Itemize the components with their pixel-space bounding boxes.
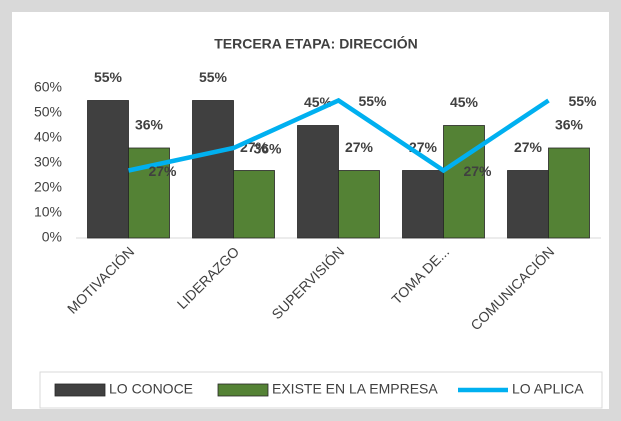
value-label: 55% xyxy=(568,93,597,109)
line xyxy=(128,97,550,174)
legend-frame xyxy=(39,371,603,409)
value-label: 36% xyxy=(135,117,164,133)
bar xyxy=(192,100,234,239)
value-label: 27% xyxy=(345,139,374,155)
legend-label: LO APLICA xyxy=(512,381,584,397)
y-tick-label: 40% xyxy=(34,129,62,145)
bar xyxy=(338,170,380,239)
value-label: 36% xyxy=(555,117,584,133)
legend-swatch xyxy=(217,383,269,397)
bar xyxy=(507,170,549,239)
y-tick-label: 0% xyxy=(42,229,62,245)
y-tick-label: 10% xyxy=(34,204,62,220)
chart-title: TERCERA ETAPA: DIRECCIÓN xyxy=(214,35,418,52)
value-label: 55% xyxy=(94,69,123,85)
legend-label: LO CONOCE xyxy=(109,381,193,397)
bar xyxy=(87,100,129,239)
legend-label: EXISTE EN LA EMPRESA xyxy=(272,381,438,397)
value-label: 27% xyxy=(463,163,492,179)
bar xyxy=(233,170,275,239)
value-label: 55% xyxy=(199,69,228,85)
value-label: 55% xyxy=(358,93,387,109)
bar xyxy=(402,170,444,239)
value-label: 36% xyxy=(253,141,282,157)
legend-swatch xyxy=(54,383,106,397)
bar xyxy=(443,125,485,239)
value-label: 27% xyxy=(514,139,543,155)
y-tick-label: 50% xyxy=(34,104,62,120)
value-label: 45% xyxy=(450,94,479,110)
bar xyxy=(548,147,590,239)
y-tick-label: 30% xyxy=(34,154,62,170)
y-tick-label: 60% xyxy=(34,79,62,95)
y-tick-label: 20% xyxy=(34,179,62,195)
bar xyxy=(297,125,339,239)
value-label: 27% xyxy=(148,163,177,179)
